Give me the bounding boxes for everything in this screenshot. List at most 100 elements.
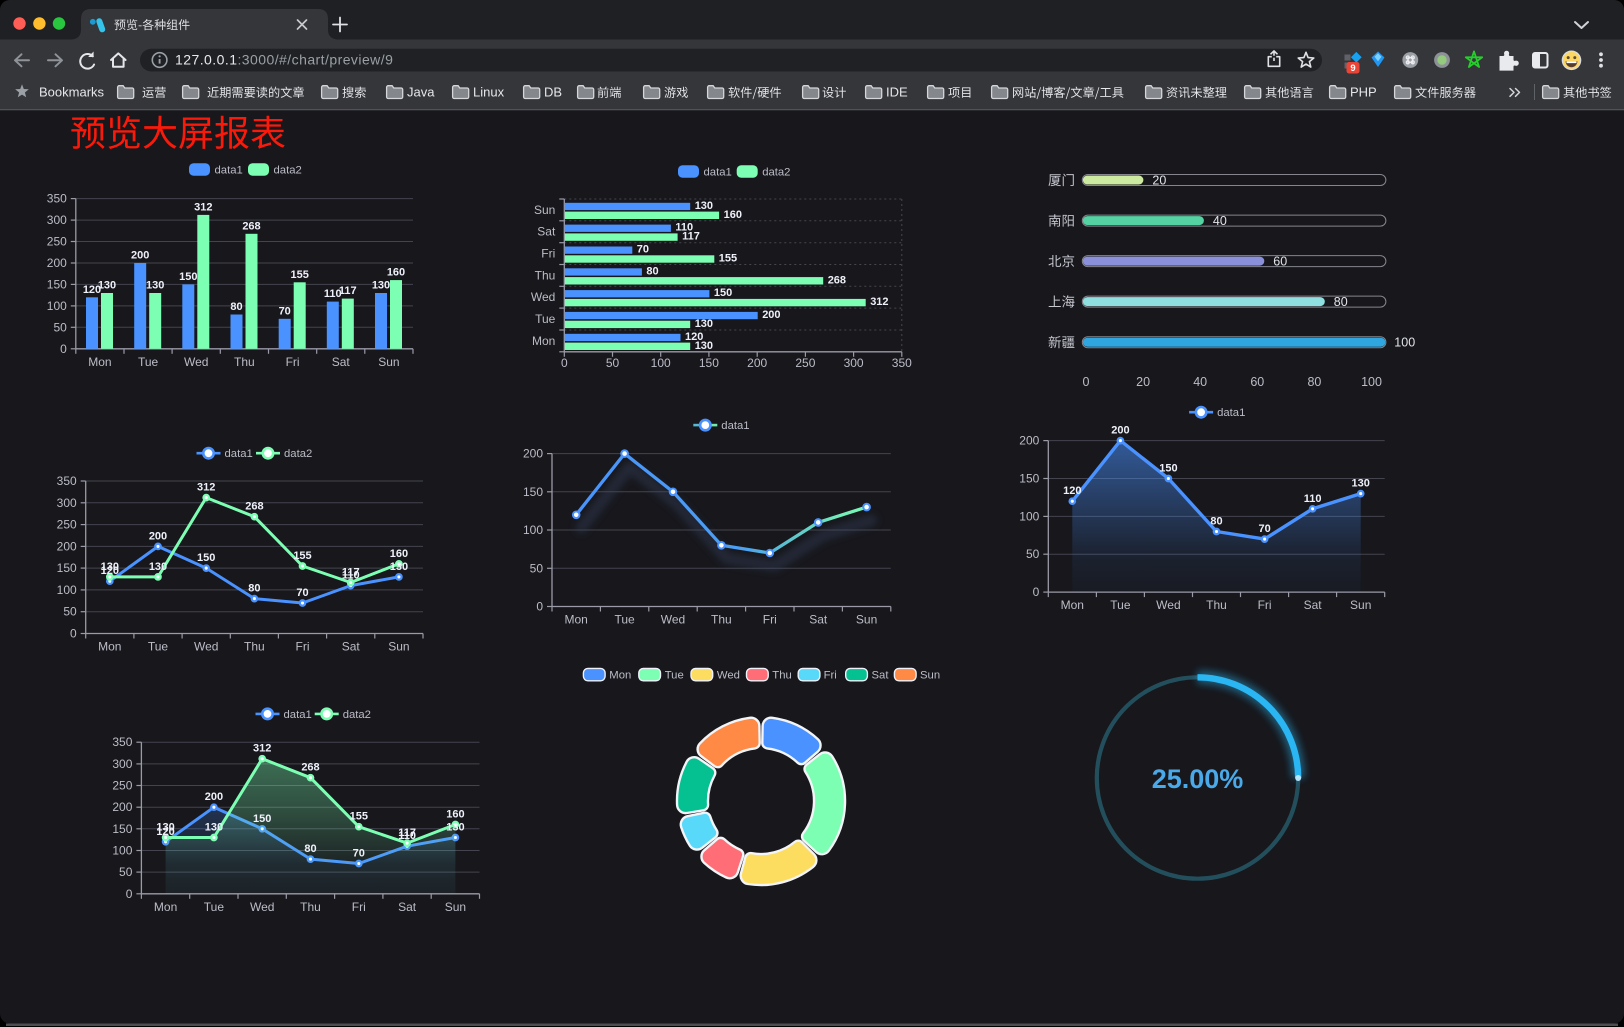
svg-text:350: 350 [112,735,132,749]
svg-text:130: 130 [372,280,390,292]
svg-text:150: 150 [197,552,215,564]
svg-text:Sat: Sat [332,355,351,369]
svg-text:Mon: Mon [609,670,631,682]
svg-text:Sun: Sun [1350,598,1371,612]
svg-text:Tue: Tue [138,355,159,369]
svg-text:Mon: Mon [88,355,111,369]
svg-text:50: 50 [606,356,620,370]
svg-text:130: 130 [1352,478,1370,490]
svg-text:130: 130 [390,561,408,573]
svg-text:DB: DB [544,85,562,100]
svg-text:150: 150 [1159,463,1177,475]
svg-text:117: 117 [342,567,360,579]
svg-text:120: 120 [685,331,703,343]
svg-text:Tue: Tue [204,900,225,914]
svg-text:Fri: Fri [352,900,366,914]
svg-text:20: 20 [1152,173,1166,187]
svg-text:20: 20 [1136,375,1150,389]
svg-text:155: 155 [291,269,309,281]
svg-text:268: 268 [245,501,263,513]
svg-text:80: 80 [1307,375,1321,389]
svg-text:Wed: Wed [717,670,740,682]
svg-text:300: 300 [112,757,132,771]
svg-text:160: 160 [390,548,408,560]
svg-text:0: 0 [536,600,543,614]
svg-text:300: 300 [844,356,864,370]
svg-text:Thu: Thu [234,355,255,369]
svg-text:130: 130 [101,561,119,573]
svg-text:117: 117 [398,827,416,839]
svg-text:312: 312 [194,201,212,213]
svg-text:130: 130 [149,561,167,573]
svg-text:150: 150 [1019,472,1039,486]
svg-text:100: 100 [1019,509,1039,523]
svg-text:150: 150 [523,485,543,499]
svg-text:data2: data2 [284,448,312,460]
svg-text:300: 300 [47,213,67,227]
svg-text:data1: data1 [721,420,749,432]
svg-text:Mon: Mon [532,334,555,348]
svg-text:0: 0 [70,627,77,641]
svg-text:150: 150 [253,813,271,825]
svg-text:200: 200 [47,256,67,270]
svg-text:100: 100 [1361,375,1382,389]
svg-text:130: 130 [156,822,174,834]
svg-text:Fri: Fri [824,670,837,682]
svg-text:130: 130 [98,280,116,292]
svg-text:40: 40 [1213,214,1227,228]
svg-text:120: 120 [156,826,174,838]
svg-text:312: 312 [253,743,271,755]
svg-text:250: 250 [795,356,815,370]
svg-text:Tue: Tue [614,613,635,627]
svg-text:100: 100 [57,583,77,597]
svg-text:100: 100 [47,299,67,313]
svg-text:250: 250 [47,235,67,249]
svg-text:120: 120 [1063,485,1081,497]
svg-text:Fri: Fri [296,640,310,654]
svg-text:200: 200 [205,791,223,803]
svg-text:0: 0 [1083,375,1090,389]
svg-text:200: 200 [149,530,167,542]
svg-text:160: 160 [387,267,405,279]
svg-text:Wed: Wed [661,613,685,627]
svg-text:40: 40 [1193,375,1207,389]
svg-text:Sat: Sat [1304,598,1323,612]
svg-text:312: 312 [870,296,888,308]
svg-text:50: 50 [53,320,67,334]
svg-text:268: 268 [242,220,260,232]
svg-text:110: 110 [324,288,342,300]
svg-text:160: 160 [724,209,742,221]
svg-text:Fri: Fri [541,247,555,261]
svg-text:100: 100 [523,523,543,537]
svg-text:9: 9 [1350,63,1355,74]
svg-text:80: 80 [1210,516,1222,528]
svg-text:150: 150 [47,277,67,291]
svg-text:100: 100 [651,356,671,370]
svg-text:data1: data1 [215,165,243,177]
svg-text:130: 130 [446,822,464,834]
svg-text:0: 0 [126,887,133,901]
svg-text:70: 70 [353,848,365,860]
svg-text:50: 50 [63,605,77,619]
svg-text:150: 150 [714,287,732,299]
svg-text:50: 50 [530,561,544,575]
svg-text:200: 200 [1019,434,1039,448]
svg-text:0: 0 [1033,585,1040,599]
svg-text:Sat: Sat [342,640,361,654]
svg-text:80: 80 [304,843,316,855]
svg-text:200: 200 [112,800,132,814]
svg-text:Mon: Mon [154,900,177,914]
svg-text:PHP: PHP [1350,85,1377,100]
svg-text:Tue: Tue [665,670,684,682]
svg-text:Sun: Sun [856,613,877,627]
svg-text:130: 130 [695,318,713,330]
svg-text:120: 120 [101,565,119,577]
svg-text:150: 150 [112,822,132,836]
svg-text:80: 80 [646,265,658,277]
svg-text:data1: data1 [1217,407,1245,419]
svg-text:80: 80 [230,301,242,313]
svg-text:127.0.0.1:3000/#/chart/preview: 127.0.0.1:3000/#/chart/preview/9 [175,52,393,68]
svg-text:Mon: Mon [565,613,588,627]
svg-text:Tue: Tue [148,640,169,654]
svg-text:150: 150 [699,356,719,370]
